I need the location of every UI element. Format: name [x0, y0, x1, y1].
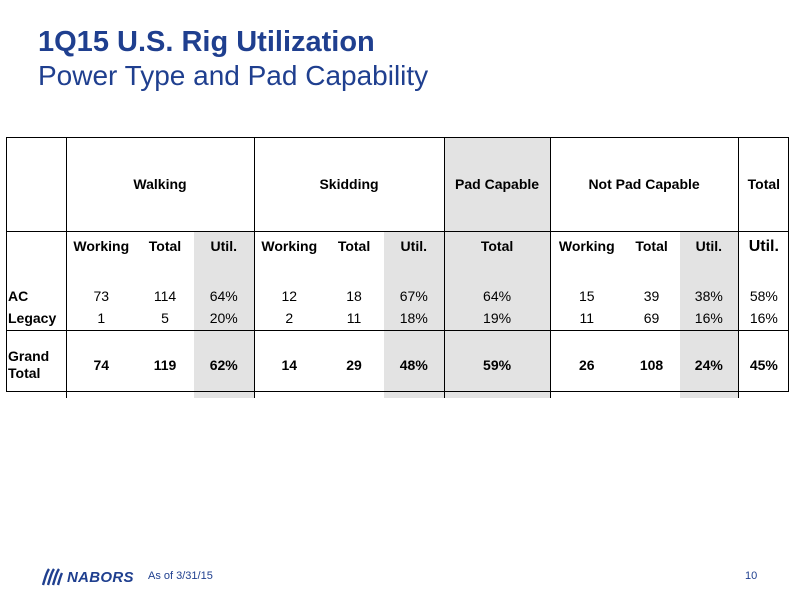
subheader-row: Working Total Util. Working Total Util. …	[6, 231, 790, 279]
table-cell: 12	[253, 278, 325, 306]
group-not-pad-capable: Not Pad Capable	[549, 137, 739, 232]
row-label: AC	[8, 288, 29, 304]
nabors-logo: NABORS	[40, 567, 134, 587]
group-pad-capable: Pad Capable	[443, 137, 551, 232]
table-cell: 16%	[737, 306, 790, 331]
table-row-ac: AC 73 114 64% 12 18 67% 64% 15 39 38% 58…	[6, 278, 790, 306]
table-cell: 48%	[384, 330, 445, 398]
subheader-walking-util: Util.	[194, 231, 255, 278]
group-total: Total	[737, 137, 790, 232]
subheader-skidding-total: Total	[337, 238, 371, 254]
table-cell: 58%	[737, 278, 790, 306]
table-cell: 2	[253, 306, 325, 331]
group-skidding: Skidding	[253, 137, 445, 232]
table-cell: 20%	[194, 306, 255, 331]
table-cell: 14	[253, 330, 325, 398]
table-cell: 19%	[443, 306, 551, 331]
table-cell: 11	[549, 306, 624, 331]
as-of-date: As of 3/31/15	[148, 570, 213, 582]
table-cell: 15	[549, 278, 624, 306]
table-cell: 64%	[443, 278, 551, 306]
table-cell: 73	[65, 278, 136, 306]
subheader-pad-capable-total: Total	[443, 231, 551, 278]
table-cell: 69	[643, 310, 660, 326]
subheader-not-pad-total: Total	[635, 238, 668, 254]
table-cell: 11	[346, 310, 362, 326]
table-cell: 67%	[384, 278, 445, 306]
table-cell: 24%	[680, 330, 739, 398]
logo-text: NABORS	[67, 568, 134, 586]
page-number: 10	[745, 570, 758, 582]
table-cell: 62%	[194, 330, 255, 398]
subheader-walking-total: Total	[148, 238, 182, 254]
table-cell: 59%	[443, 330, 551, 398]
table-cell: 45%	[737, 330, 790, 398]
table-cell: 114	[153, 288, 177, 304]
table-cell: 29	[346, 356, 362, 373]
table-cell: 18	[346, 288, 362, 304]
table-cell: 26	[549, 330, 624, 398]
table-cell: 39	[643, 288, 660, 304]
row-label: Grand Total	[8, 347, 50, 381]
table-row-grand-total: Grand Total 74 119 62% 14 29 48% 59% 26 …	[6, 330, 790, 398]
slide-title: 1Q15 U.S. Rig Utilization	[38, 26, 375, 58]
table-cell: 38%	[680, 278, 739, 306]
row-label-header	[6, 232, 66, 279]
group-header-row: Walking Skidding Pad Capable Not Pad Cap…	[6, 137, 790, 232]
group-walking: Walking	[65, 137, 255, 232]
table-cell: 119	[153, 356, 177, 373]
subheader-skidding-util: Util.	[384, 231, 445, 278]
logo-mark-icon	[41, 568, 64, 586]
subheader-walking-working: Working	[65, 231, 136, 278]
table-cell: 5	[161, 310, 169, 326]
subheader-skidding-working: Working	[253, 231, 325, 278]
table-cell: 64%	[194, 278, 255, 306]
corner-cell	[6, 137, 66, 232]
subheader-not-pad-working: Working	[549, 231, 624, 278]
rig-utilization-table: Walking Skidding Pad Capable Not Pad Cap…	[6, 137, 790, 398]
subheader-not-pad-util: Util.	[680, 231, 739, 278]
subheader-total-util: Util.	[737, 231, 790, 278]
table-cell: 1	[65, 306, 136, 331]
row-label: Legacy	[8, 310, 57, 326]
table-cell: 16%	[680, 306, 739, 331]
table-cell: 18%	[384, 306, 445, 331]
table-cell: 108	[639, 356, 664, 373]
table-row-legacy: Legacy 1 5 20% 2 11 18% 19% 11 69 16% 16…	[6, 306, 790, 331]
table-cell: 74	[65, 330, 136, 398]
slide-subtitle: Power Type and Pad Capability	[38, 60, 429, 91]
